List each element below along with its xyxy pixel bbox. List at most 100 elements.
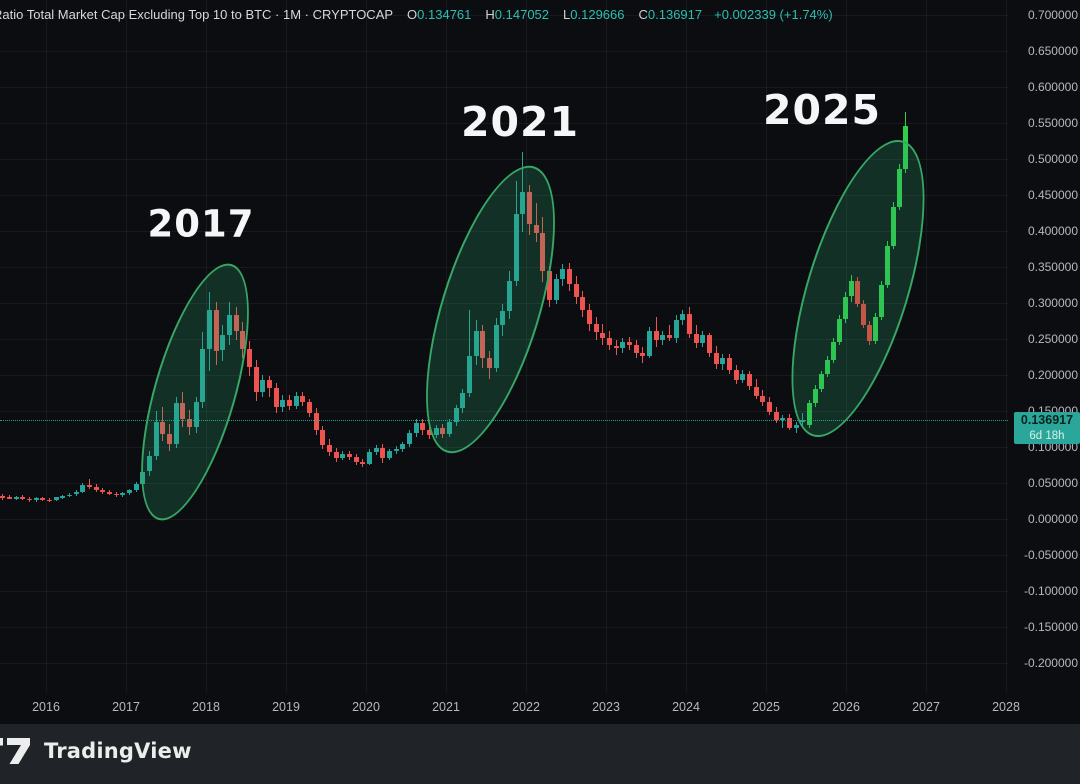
vertical-gridline [526,0,527,692]
horizontal-gridline [0,483,1008,484]
tradingview-logo[interactable]: TradingView [0,736,192,766]
candle [40,498,46,500]
candle [213,309,219,351]
candle [346,453,352,458]
projected-candle [884,246,890,285]
candle [740,374,746,381]
horizontal-gridline [0,123,1008,124]
projected-candle [854,280,860,304]
candle [446,421,452,434]
candle [300,395,306,403]
candle [746,374,752,387]
horizontal-gridline [0,195,1008,196]
chart-pane[interactable]: 2017 2021 2025 Ratio Total Market Cap Excl… [0,0,1008,692]
candle [93,486,99,491]
candle [153,421,159,456]
candle [520,192,526,214]
candle [726,358,732,370]
price-tick-label: -0.200000 [1023,656,1078,670]
candle [320,430,326,445]
vertical-gridline [126,0,127,692]
candle-wick [802,413,804,426]
candle [786,417,792,428]
year-tick-label: 2028 [992,700,1020,714]
candle [780,417,786,421]
candle [633,344,639,353]
year-annotation[interactable]: 2025 [762,86,882,134]
candle [620,341,626,349]
vertical-gridline [46,0,47,692]
horizontal-gridline [0,447,1008,448]
candle [486,358,492,369]
ellipse-annotation[interactable] [764,125,952,451]
candle [586,309,592,324]
year-tick-label: 2026 [832,700,860,714]
candle [666,335,672,339]
candle [713,352,719,365]
candle [53,497,59,501]
candle [653,331,659,340]
candle [380,447,386,458]
projected-candle [872,316,878,342]
candle [473,331,479,356]
candle [766,402,772,412]
candle [73,491,79,495]
horizontal-gridline [0,375,1008,376]
candle [753,386,759,396]
horizontal-gridline [0,519,1008,520]
price-axis[interactable]: 0.700000 0.650000 0.600000 0.550000 0.500000… [1008,0,1080,692]
projected-candle [806,403,812,425]
candle [406,433,412,445]
candle [333,452,339,458]
year-annotation[interactable]: 2017 [147,202,255,246]
candle-wick [522,151,524,232]
candle [393,449,399,452]
price-tick-label: 0.700000 [1027,8,1078,22]
price-tick-label: 0.350000 [1027,260,1078,274]
ellipse-annotation[interactable] [118,252,272,532]
candle [626,341,632,345]
price-tick-label: 0.400000 [1027,224,1078,238]
horizontal-gridline [0,15,1008,16]
projected-candle [890,207,896,247]
horizontal-gridline [0,159,1008,160]
candle [280,399,286,408]
year-annotation[interactable]: 2021 [460,98,580,146]
candle [80,485,86,492]
candle [526,192,532,225]
projected-candle [902,125,908,170]
current-price-line [0,420,1008,421]
projected-candle [812,388,818,404]
candle [260,380,266,393]
current-price-badge: 0.136917 6d 18h [1014,412,1080,444]
candle [693,334,699,344]
candle [353,457,359,463]
candle [686,313,692,334]
projected-candle [818,374,824,389]
candle [60,496,66,498]
candle [360,462,366,464]
ohlc-o: O0.134761 [407,7,472,22]
year-tick-label: 2019 [272,700,300,714]
candle [420,422,426,431]
vertical-gridline [606,0,607,692]
candle-wick [668,325,670,342]
symbol-title[interactable]: Ratio Total Market Cap Excluding Top 10 … [0,7,394,22]
time-axis[interactable]: 2016 2017 2018 2019 2020 2021 2022 2023 2024 2025… [0,692,1020,722]
candle [293,395,299,406]
candle [453,408,459,422]
year-tick-label: 2020 [352,700,380,714]
price-tick-label: -0.100000 [1023,584,1078,598]
candle [800,420,806,422]
projected-candle [878,285,884,317]
candle [413,422,419,434]
tradingview-logo-text: TradingView [44,739,192,763]
horizontal-gridline [0,555,1008,556]
candle [240,331,246,350]
horizontal-gridline [0,339,1008,340]
candle [433,427,439,436]
year-tick-label: 2022 [512,700,540,714]
candle [133,483,139,491]
candle [773,411,779,421]
candle [553,278,559,301]
